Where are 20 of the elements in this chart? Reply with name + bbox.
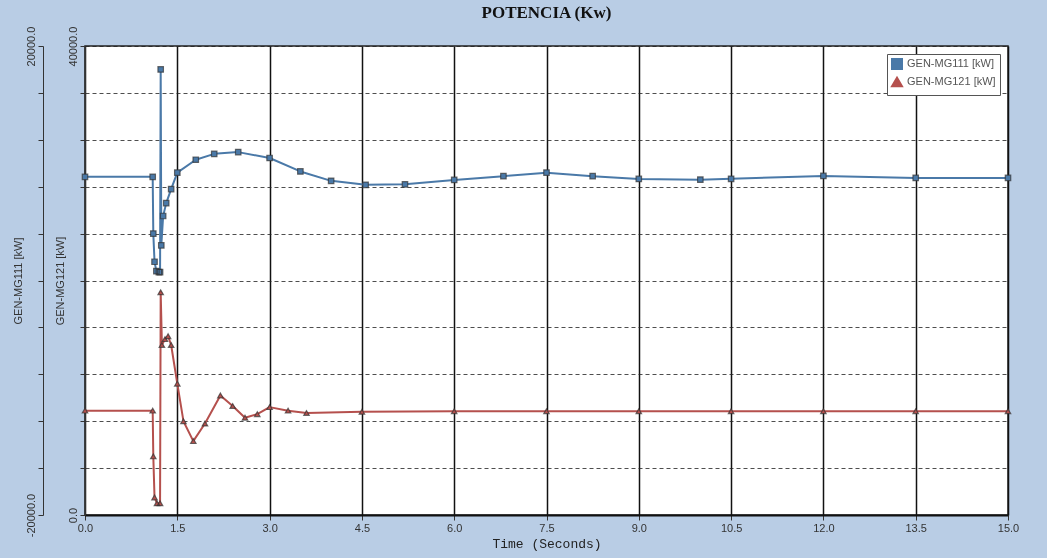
y2-tick-label: 40000.0 [66,26,79,67]
y-tick-label: 20000.0 [24,26,37,67]
x-tick-label: 7.5 [539,521,555,534]
legend-label: GEN-MG111 [kW] [907,57,994,69]
x-tick-label: 13.5 [905,521,927,534]
x-tick-label: 10.5 [720,521,743,534]
x-tick-label: 0.0 [77,521,94,534]
x-tick-label: 15.0 [997,521,1020,534]
legend-label: GEN-MG121 [kW] [907,75,996,87]
x-tick-label: 12.0 [813,521,835,534]
x-tick-label: 3.0 [262,521,278,534]
y-tick-label: -20000.0 [24,493,37,538]
x-tick-label: 4.5 [354,521,371,534]
y2-axis-title: GEN-MG121 [kW] [53,236,66,326]
x-axis-title: Time (Seconds) [492,536,602,552]
x-tick-label: 1.5 [170,521,186,534]
y-axis-title: GEN-MG111 [kW] [11,237,24,325]
x-tick-label: 6.0 [447,521,463,534]
x-tick-label: 9.0 [631,521,647,534]
chart-title: POTENCIA (Kw) [481,3,612,23]
